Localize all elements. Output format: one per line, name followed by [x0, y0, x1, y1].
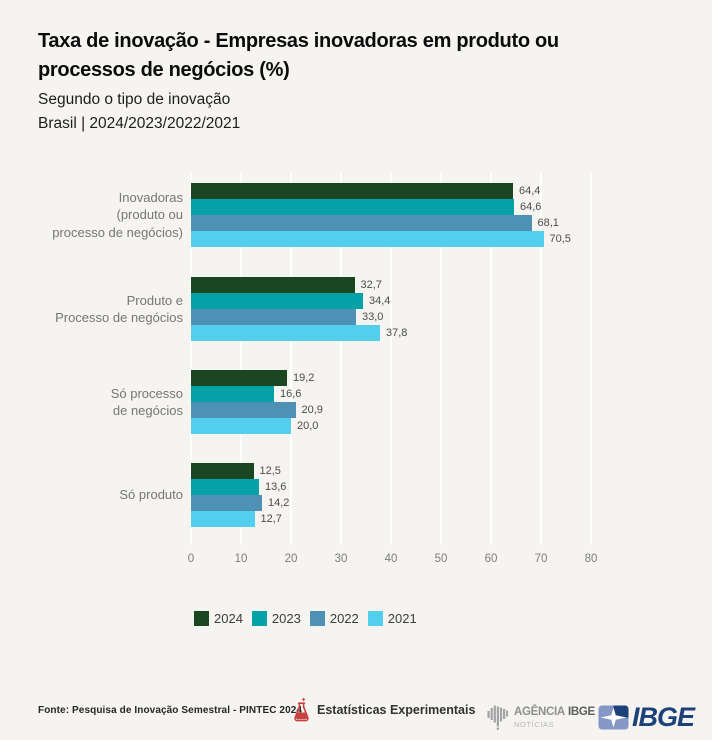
- bar-2022: [191, 402, 296, 418]
- chart-title-line2: processos de negócios (%): [38, 58, 290, 81]
- bar-value-label: 12,5: [259, 465, 281, 477]
- bar-value-label: 19,2: [293, 372, 315, 384]
- bar-2022: [191, 309, 356, 325]
- legend-swatch: [194, 611, 209, 626]
- agencia-ibge-noticias-logo: AGÊNCIA IBGE NOTÍCIAS: [487, 702, 595, 730]
- category-label: Só produto: [119, 487, 183, 503]
- x-axis-tick-label: 70: [534, 553, 548, 565]
- bar-value-label: 14,2: [268, 497, 290, 509]
- bar-value-label: 33,0: [362, 311, 384, 323]
- x-axis-tick-label: 10: [234, 553, 248, 565]
- agencia-label: AGÊNCIA: [514, 706, 565, 718]
- bar-value-label: 64,6: [520, 201, 542, 213]
- ibge-logo: IBGE: [598, 702, 695, 732]
- bar-2021: [191, 418, 291, 434]
- noticias-label: NOTÍCIAS: [514, 720, 555, 729]
- x-axis-tick-label: 80: [584, 553, 598, 565]
- bar-value-label: 64,4: [519, 185, 541, 197]
- bar-2021: [191, 231, 544, 247]
- legend-label: 2021: [387, 611, 417, 626]
- x-axis-tick-label: 30: [334, 553, 348, 565]
- bar-2023: [191, 293, 363, 309]
- legend-item-2024: 2024: [194, 611, 243, 626]
- agencia-ibge-noticias-wordmark: AGÊNCIA IBGE NOTÍCIAS: [514, 702, 595, 730]
- bar-2024: [191, 183, 513, 199]
- bar-value-label: 20,9: [301, 404, 323, 416]
- bar-2022: [191, 215, 532, 231]
- bar-value-label: 12,7: [260, 513, 282, 525]
- x-axis-tick-label: 60: [484, 553, 498, 565]
- bar-value-label: 20,0: [297, 420, 319, 432]
- flask-icon: [293, 696, 310, 724]
- bar-value-label: 16,6: [280, 388, 302, 400]
- legend-item-2021: 2021: [367, 611, 417, 626]
- bar-2021: [191, 511, 255, 527]
- legend: 2024 2023 2022 2021: [194, 611, 417, 626]
- legend-swatch: [251, 611, 267, 626]
- category-label: Só processo de negócios: [110, 385, 183, 419]
- bar-value-label: 68,1: [537, 217, 559, 229]
- x-axis-tick-label: 40: [384, 553, 398, 565]
- chart-subtitle: Segundo o tipo de inovação: [38, 91, 231, 108]
- x-axis-tick-label: 50: [434, 553, 448, 565]
- chart-region-period: Brasil | 2024/2023/2022/2021: [38, 115, 241, 132]
- bar-value-label: 37,8: [386, 327, 408, 339]
- bar-2023: [191, 199, 514, 215]
- brazil-map-bars-icon: [487, 702, 510, 730]
- source-text: Fonte: Pesquisa de Inovação Semestral - …: [38, 705, 303, 716]
- ibge-emblem-icon: [598, 705, 629, 730]
- bar-2023: [191, 479, 259, 495]
- agencia-ibge-label: IBGE: [567, 706, 595, 718]
- category-label: Produto e Processo de negócios: [55, 292, 183, 326]
- gridline: [590, 173, 592, 545]
- x-axis-tick-label: 0: [187, 553, 195, 565]
- chart-title: Taxa de inovação - Empresas inovadoras e…: [38, 27, 678, 84]
- bar-2024: [191, 463, 254, 479]
- bar-value-label: 70,5: [549, 233, 571, 245]
- category-label: Inovadoras (produto ou processo de negócio…: [52, 189, 183, 240]
- chart-title-line1: Taxa de inovação - Empresas inovadoras e…: [38, 30, 559, 52]
- bar-2024: [191, 277, 355, 293]
- bar-2023: [191, 386, 274, 402]
- legend-item-2023: 2023: [251, 611, 301, 626]
- bar-2021: [191, 325, 380, 341]
- legend-label: 2023: [271, 611, 301, 626]
- bar-2024: [191, 370, 287, 386]
- x-axis-tick-label: 20: [284, 553, 298, 565]
- experimental-statistics-label: Estatísticas Experimentais: [317, 703, 476, 717]
- bar-value-label: 13,6: [265, 481, 287, 493]
- ibge-wordmark: IBGE: [632, 702, 695, 732]
- legend-label: 2022: [329, 611, 359, 626]
- experimental-statistics-badge: Estatísticas Experimentais: [293, 696, 475, 724]
- legend-label: 2024: [214, 611, 243, 626]
- legend-item-2022: 2022: [309, 611, 359, 626]
- bar-2022: [191, 495, 262, 511]
- bar-value-label: 34,4: [369, 295, 391, 307]
- bar-value-label: 32,7: [360, 279, 382, 291]
- legend-swatch: [367, 611, 383, 626]
- legend-swatch: [309, 611, 325, 626]
